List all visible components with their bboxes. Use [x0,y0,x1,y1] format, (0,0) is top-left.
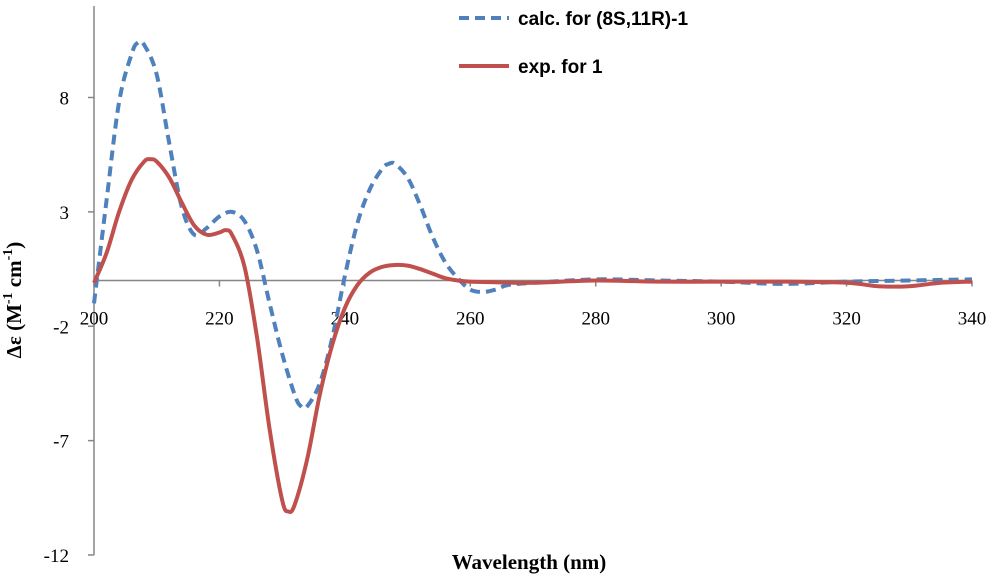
series-lines [92,39,973,515]
y-tick-label: -7 [53,432,69,453]
x-axis-title: Wavelength (nm) [452,550,607,574]
series-line-exp [92,157,973,515]
series-line-calc [92,39,973,411]
x-tick-labels: 200 220 240 260 280 300 320 340 [80,280,987,330]
legend: calc. for (8S,11R)-1 exp. for 1 [459,9,688,78]
y-tick-label: -12 [44,546,69,567]
legend-label-calc: calc. for (8S,11R)-1 [518,9,688,30]
y-tick-label: 8 [60,89,70,110]
x-tick-label: 320 [832,309,861,330]
x-tick-label: 340 [958,309,987,330]
x-tick-label: 220 [205,309,234,330]
legend-label-exp: exp. for 1 [518,57,603,78]
y-tick-label: 3 [60,203,70,224]
x-tick-label: 260 [456,309,485,330]
y-tick-labels: 8 3 -2 -7 -12 [44,89,94,567]
x-tick-label: 300 [707,309,736,330]
y-axis-title: Δε (M-1 cm-1) [1,242,26,359]
x-tick-label: 200 [80,309,109,330]
x-tick-label: 280 [581,309,610,330]
y-tick-label: -2 [53,317,69,338]
